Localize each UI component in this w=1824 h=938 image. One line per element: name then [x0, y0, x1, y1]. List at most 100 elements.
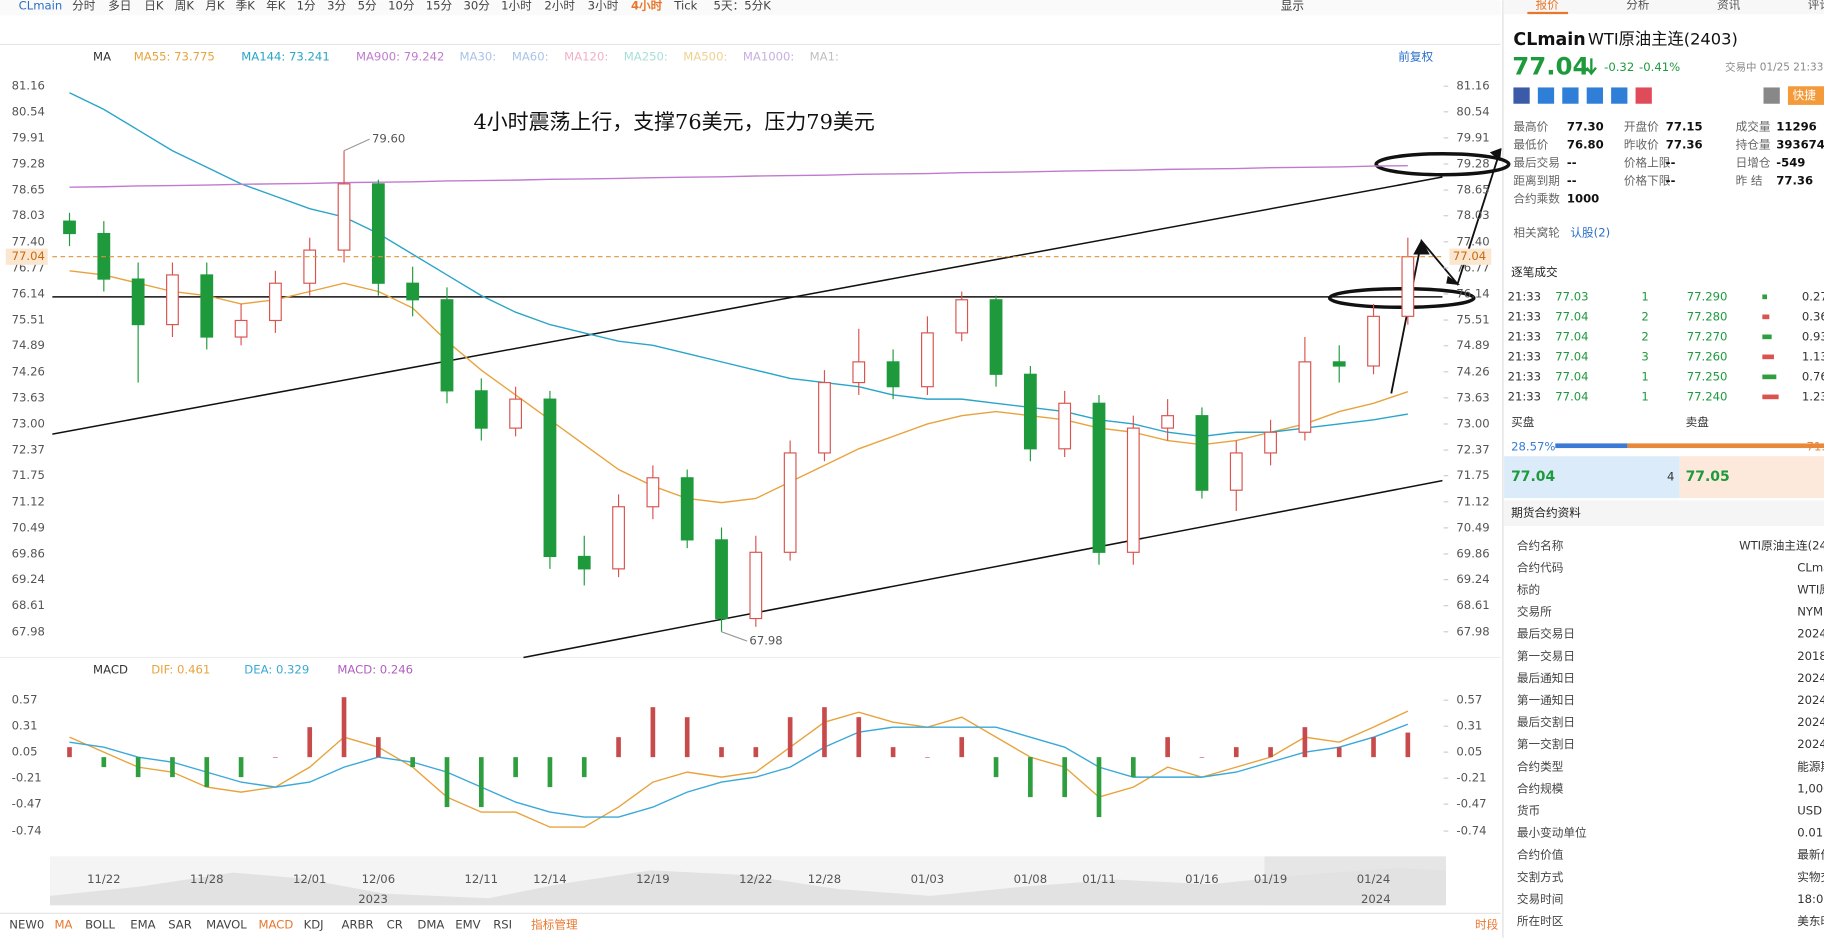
arrow-path — [1390, 148, 1502, 394]
panel-tab[interactable]: 报价 — [1536, 0, 1560, 11]
candle-body — [234, 319, 248, 338]
candle-body — [509, 398, 523, 429]
period-tab[interactable]: 年K — [266, 0, 286, 13]
macd-bar — [1233, 747, 1239, 758]
legend-entry[interactable]: MA1: — [810, 50, 839, 64]
legend-entry[interactable]: MA60: — [512, 50, 549, 64]
indicator-tab[interactable]: SAR — [168, 918, 192, 932]
stat-label: 价格下限 — [1624, 174, 1671, 188]
macd-bar — [341, 697, 347, 758]
contract-label: 合约价值 — [1517, 848, 1564, 862]
trade-cell: 77.240 — [1687, 389, 1728, 403]
stat-value: -- — [1567, 156, 1577, 170]
indicator-tab[interactable]: BOLL — [85, 918, 115, 932]
panel-tab[interactable]: 评论 — [1808, 0, 1824, 11]
legend-entry[interactable]: MA144: 73.241 — [241, 50, 329, 64]
period-tab[interactable]: 分时 — [72, 0, 96, 13]
indicator-tab[interactable]: EMA — [130, 918, 155, 932]
indicator-tab[interactable]: RSI — [493, 918, 512, 932]
panel-tab[interactable]: 分析 — [1626, 0, 1650, 11]
indicator-tab[interactable]: KDJ — [304, 918, 324, 932]
trade-cell: 21:33 — [1508, 329, 1542, 343]
period-tab[interactable]: 3小时 — [588, 0, 619, 13]
period-tab[interactable]: 5分 — [358, 0, 377, 13]
quick-button[interactable] — [1787, 86, 1824, 105]
period-tab[interactable]: 月K — [205, 0, 225, 13]
period-tab[interactable]: Tick — [673, 0, 697, 13]
period-tab[interactable]: 周K — [175, 0, 195, 13]
trend-line — [523, 479, 1443, 659]
legend-entry[interactable]: MA500: — [683, 50, 727, 64]
year-label: 2023 — [358, 892, 388, 906]
x-tick-label: 01/11 — [1082, 872, 1116, 886]
candle-body — [783, 452, 797, 553]
indicator-tab[interactable]: ARBR — [342, 918, 374, 932]
period-tab[interactable]: 多日 — [108, 0, 131, 13]
candle-body — [1401, 256, 1415, 317]
indicator-tab[interactable]: EMV — [455, 918, 480, 932]
indicator-tab[interactable]: NEW0 — [9, 918, 44, 932]
period-tab[interactable]: 30分 — [463, 0, 490, 13]
stat-label: 成交量 — [1736, 120, 1771, 134]
y-tick-label: 77.40 — [1456, 234, 1489, 248]
indicator-tab[interactable]: MA — [54, 918, 72, 932]
period-tab[interactable]: 4小时 — [631, 0, 663, 13]
quote-price: 77.04 — [1512, 52, 1589, 81]
stat-value: 77.36 — [1666, 138, 1703, 152]
bid-pct: 28.57% — [1511, 439, 1555, 453]
y-tick-label: 69.86 — [1456, 546, 1489, 560]
stat-label: 开盘价 — [1624, 120, 1659, 134]
legend-entry[interactable]: MA900: 79.242 — [356, 50, 444, 64]
legend-entry[interactable]: MACD: 0.246 — [337, 663, 413, 677]
period-tab[interactable]: 5天：5分K — [714, 0, 772, 13]
symbol-tab[interactable]: CLmain — [19, 0, 63, 13]
bid-price: 77.04 — [1511, 469, 1555, 485]
period-tab[interactable]: 10分 — [388, 0, 415, 13]
legend-entry[interactable]: MA55: 73.775 — [134, 50, 215, 64]
trade-cell: 1 — [1641, 369, 1648, 383]
candle-body — [269, 282, 282, 322]
indicator-tab[interactable]: MACD — [258, 918, 293, 932]
legend-entry[interactable]: MA1000: — [743, 50, 794, 64]
indicator-tab[interactable]: CR — [387, 918, 403, 932]
period-tab[interactable]: 日K — [144, 0, 164, 13]
macd-bar — [993, 757, 999, 778]
legend-entry[interactable]: MA30: — [459, 50, 496, 64]
trade-cell: 1.13 — [1802, 349, 1824, 363]
contract-label: 标的 — [1517, 582, 1540, 596]
legend-entry[interactable]: MA250: — [624, 50, 668, 64]
trade-cell: 0.76 — [1802, 369, 1824, 383]
trade-cell: 77.260 — [1687, 349, 1728, 363]
y-tick-label: 71.12 — [12, 494, 45, 508]
trade-cell: 77.04 — [1555, 389, 1588, 403]
bid-ratio-bar — [1555, 443, 1628, 449]
panel-tab[interactable]: 资讯 — [1717, 0, 1741, 11]
quote-change: -0.32 — [1604, 60, 1634, 74]
indicator-tab[interactable]: MAVOL — [206, 918, 247, 932]
indicator-tab[interactable]: DMA — [417, 918, 444, 932]
period-tab[interactable]: 15分 — [426, 0, 453, 13]
warrant-link[interactable]: 认股(2) — [1570, 225, 1610, 239]
icon — [1513, 87, 1530, 104]
stat-label: 距离到期 — [1513, 174, 1560, 188]
stat-value: 77.15 — [1666, 120, 1703, 134]
stat-value: -- — [1567, 174, 1577, 188]
period-button[interactable]: 时段 — [1475, 918, 1499, 932]
period-tab[interactable]: 1小时 — [501, 0, 532, 13]
period-tab[interactable]: 季K — [236, 0, 256, 13]
indicator-name: MA — [93, 50, 111, 64]
period-tab[interactable]: 2小时 — [544, 0, 575, 13]
top-toolbar — [0, 0, 1501, 16]
period-tab[interactable]: 3分 — [327, 0, 346, 13]
legend-entry[interactable]: DEA: 0.329 — [244, 663, 309, 677]
adjust-button[interactable]: 前复权 — [1398, 50, 1433, 64]
trade-volume-bar — [1762, 354, 1774, 360]
indicator-tab[interactable]: 指标管理 — [531, 918, 578, 932]
candle-body — [1092, 402, 1106, 553]
display-button[interactable]: 显示 — [1281, 0, 1304, 13]
stat-value: -- — [1666, 156, 1676, 170]
legend-entry[interactable]: DIF: 0.461 — [151, 663, 210, 677]
legend-entry[interactable]: MA120: — [564, 50, 608, 64]
candle-body — [955, 299, 969, 334]
period-tab[interactable]: 1分 — [297, 0, 316, 13]
